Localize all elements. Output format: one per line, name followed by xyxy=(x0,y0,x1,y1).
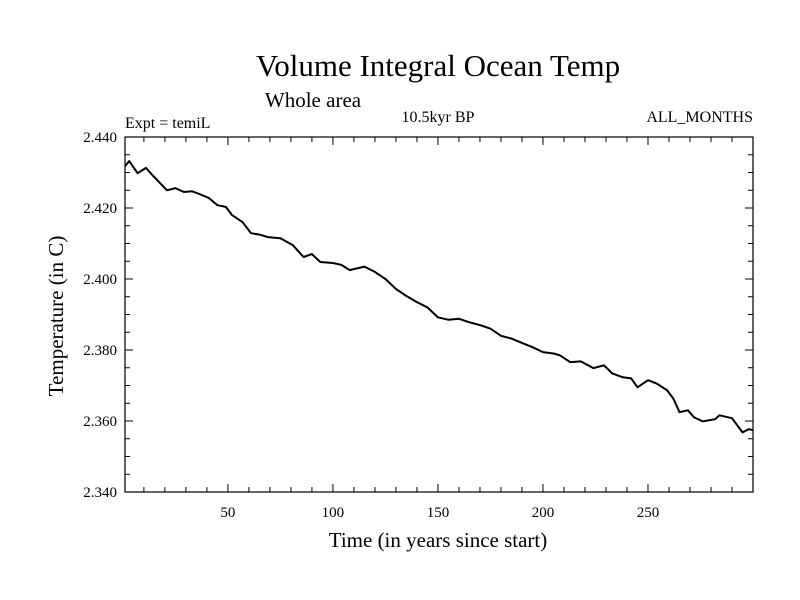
y-tick-label: 2.420 xyxy=(83,201,117,217)
months-label: ALL_MONTHS xyxy=(646,109,753,126)
y-tick-label: 2.360 xyxy=(83,414,117,430)
y-tick-label: 2.440 xyxy=(83,130,117,146)
experiment-label: Expt = temiL xyxy=(125,115,210,132)
chart-title: Volume Integral Ocean Temp xyxy=(256,48,620,83)
x-tick-label: 200 xyxy=(532,505,555,521)
y-axis-label: Temperature (in C) xyxy=(44,236,68,397)
x-tick-label: 150 xyxy=(427,505,450,521)
y-tick-label: 2.340 xyxy=(83,485,117,501)
axis-ticks xyxy=(125,137,753,492)
x-tick-label: 250 xyxy=(637,505,660,521)
tick-labels: 50 100 150 200 250 2.340 2.360 2.380 2.400 2.420 2… xyxy=(83,130,659,521)
y-tick-label: 2.380 xyxy=(83,343,117,359)
chart-subtitle: Whole area xyxy=(265,88,362,112)
x-tick-label: 50 xyxy=(220,505,235,521)
period-label: 10.5kyr BP xyxy=(402,109,475,126)
y-tick-label: 2.400 xyxy=(83,272,117,288)
x-tick-label: 100 xyxy=(322,505,345,521)
series-line-temil xyxy=(124,160,754,434)
x-axis-label: Time (in years since start) xyxy=(329,528,548,552)
plot-frame xyxy=(124,136,754,493)
